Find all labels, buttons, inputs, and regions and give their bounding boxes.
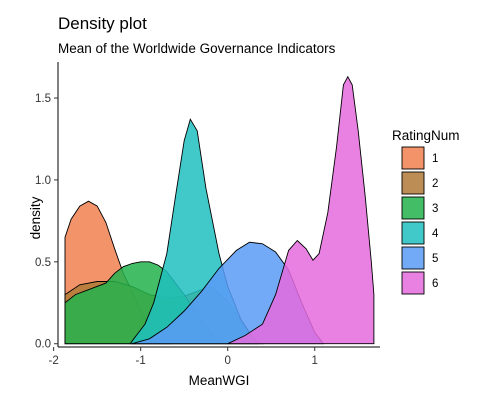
legend: RatingNum 1 2 3 4 5 6: [392, 128, 460, 295]
x-tick-label: -1: [136, 355, 146, 367]
legend-label-1: 1: [432, 153, 438, 165]
chart-subtitle: Mean of the Worldwide Governance Indicat…: [58, 41, 336, 56]
y-tick-label: 1.5: [35, 93, 51, 105]
x-axis-ticks: -2 -1 0 1: [49, 347, 318, 367]
legend-swatch-2: [401, 171, 425, 195]
legend-title: RatingNum: [392, 128, 460, 143]
legend-swatch-4: [401, 221, 425, 245]
y-axis-title: density: [28, 196, 43, 239]
legend-label-6: 6: [432, 278, 438, 290]
x-axis-title: MeanWGI: [189, 373, 250, 388]
x-tick-label: 0: [224, 355, 230, 367]
legend-label-3: 3: [432, 203, 438, 215]
density-area-6: [227, 75, 375, 345]
legend-swatch-1: [401, 146, 425, 170]
x-tick-label: 1: [312, 355, 318, 367]
legend-label-2: 2: [432, 178, 438, 190]
legend-swatch-6: [401, 271, 425, 295]
legend-label-5: 5: [432, 253, 438, 265]
x-tick-label: -2: [49, 355, 59, 367]
chart-title: Density plot: [58, 14, 147, 33]
y-tick-label: 0.5: [35, 257, 51, 269]
y-tick-label: 0.0: [35, 339, 51, 351]
legend-label-4: 4: [432, 228, 439, 240]
y-axis-ticks: 0.0 0.5 1.0 1.5: [35, 93, 58, 351]
legend-swatch-3: [401, 196, 425, 220]
y-tick-label: 1.0: [35, 175, 51, 187]
legend-swatch-5: [401, 246, 425, 270]
plot-area: [64, 75, 375, 345]
